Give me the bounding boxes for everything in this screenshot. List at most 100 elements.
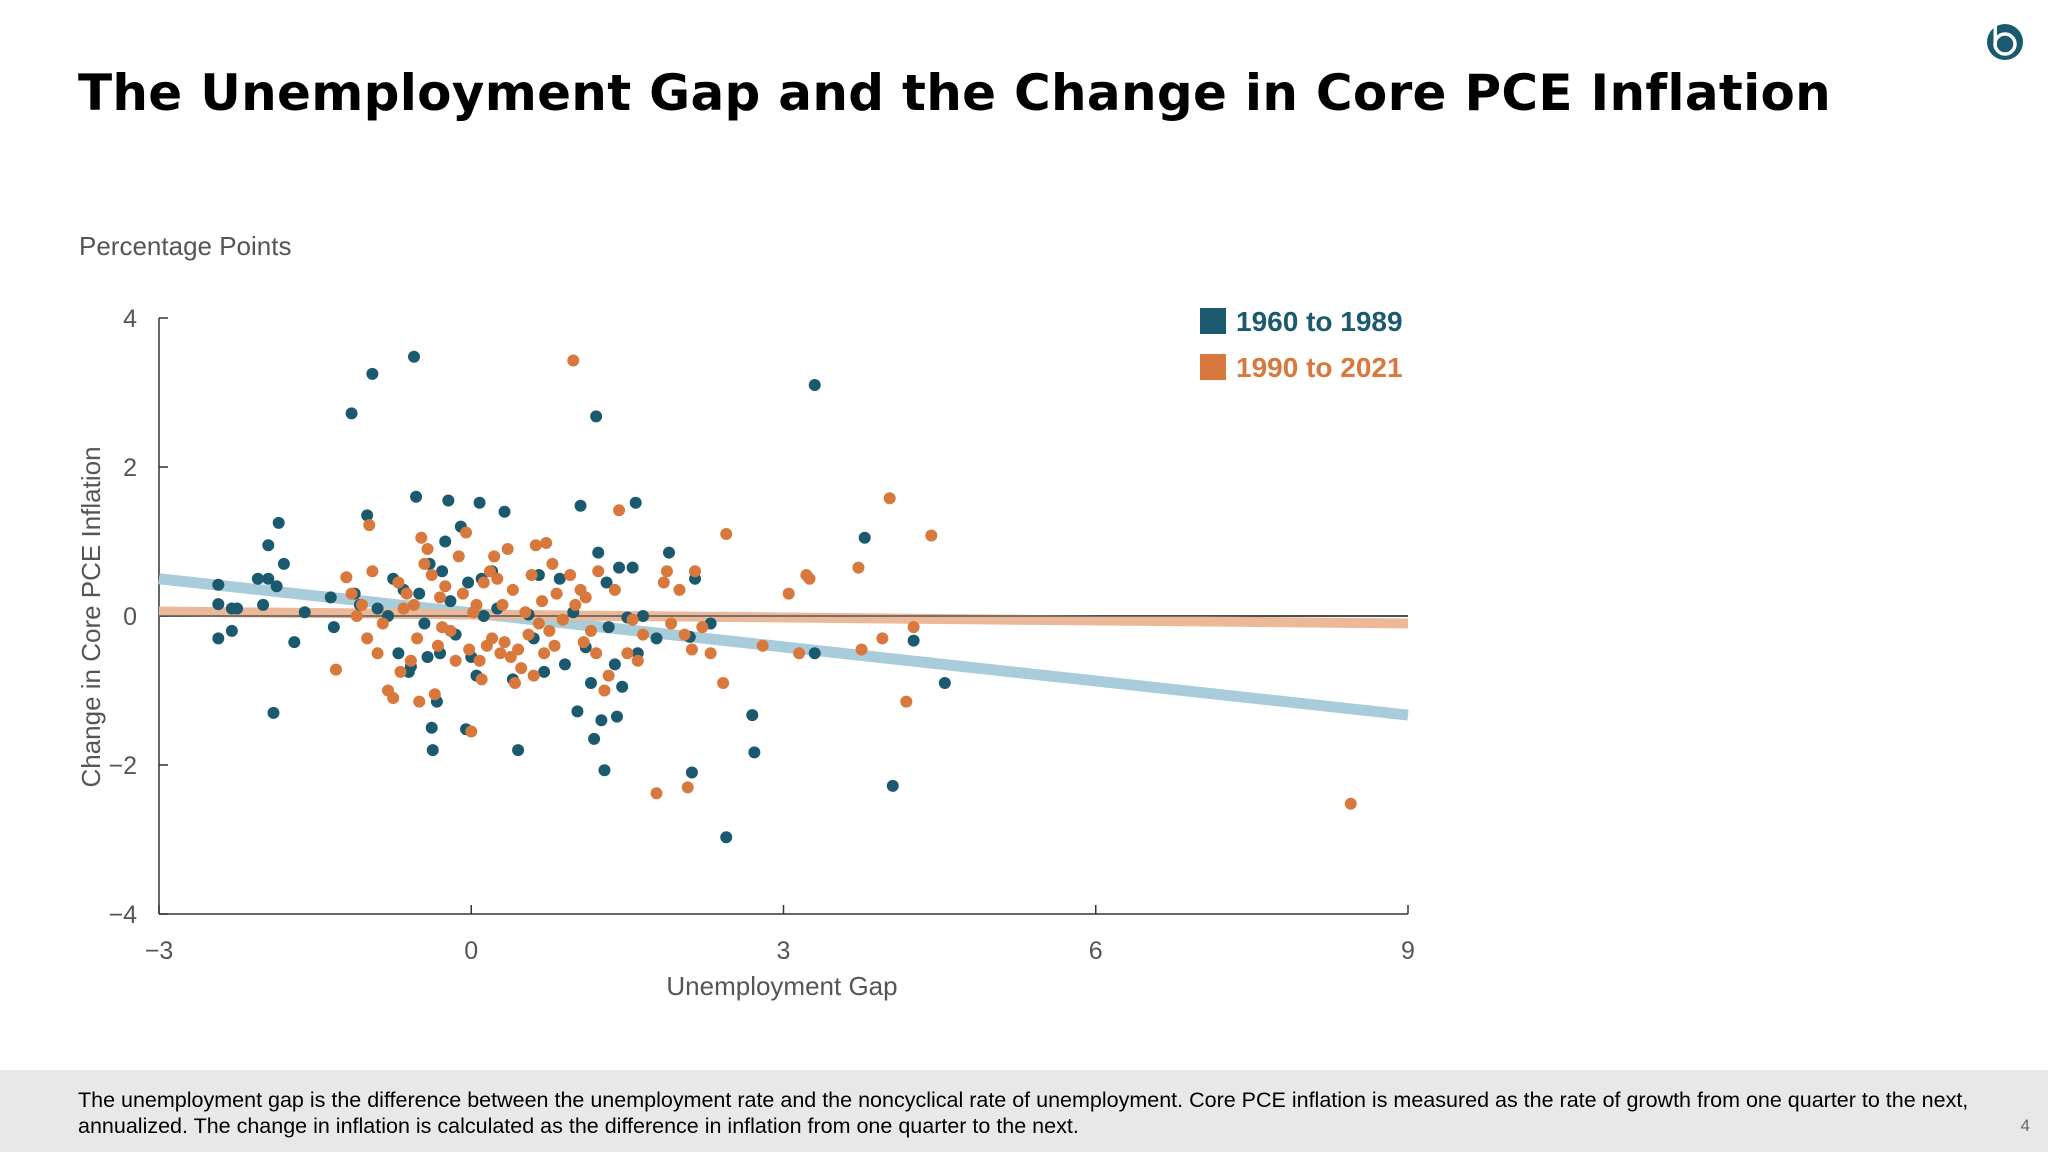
- data-point: [436, 565, 449, 578]
- y-tick-label: 4: [123, 305, 137, 333]
- footnote: The unemployment gap is the difference b…: [78, 1088, 1969, 1138]
- x-tick-label: 6: [1089, 937, 1103, 965]
- data-point: [501, 542, 514, 555]
- data-point: [439, 535, 452, 548]
- data-point: [564, 569, 577, 582]
- data-point: [408, 598, 421, 611]
- data-point: [477, 610, 490, 622]
- data-point: [529, 539, 542, 552]
- data-point: [527, 669, 540, 682]
- data-point: [421, 650, 434, 663]
- data-point: [488, 550, 501, 563]
- data-point: [508, 677, 521, 690]
- data-point: [415, 531, 428, 544]
- data-point: [685, 643, 698, 656]
- data-point: [855, 643, 868, 656]
- data-point: [392, 576, 405, 589]
- data-point: [329, 663, 342, 676]
- data-point: [876, 632, 889, 645]
- data-point: [504, 650, 517, 663]
- y-tick-label: −2: [108, 752, 137, 780]
- data-point: [411, 632, 424, 645]
- data-point: [361, 632, 374, 645]
- data-point: [361, 509, 374, 522]
- data-point: [592, 565, 605, 578]
- data-point: [442, 494, 455, 507]
- data-point: [793, 647, 806, 660]
- data-point: [540, 536, 553, 549]
- data-point: [657, 576, 670, 589]
- data-point: [231, 602, 244, 615]
- data-point: [660, 565, 673, 578]
- page-title: The Unemployment Gap and the Change in C…: [78, 64, 1832, 122]
- legend-label: 1960 to 1989: [1236, 306, 1403, 337]
- data-point: [608, 658, 621, 671]
- data-point: [413, 587, 426, 600]
- data-point: [225, 624, 238, 637]
- data-point: [748, 746, 761, 759]
- legend: 1960 to 1989 1990 to 2021: [1200, 306, 1403, 383]
- data-point: [532, 617, 545, 630]
- data-point: [608, 583, 621, 596]
- data-point: [288, 636, 301, 649]
- footer-bar: The unemployment gap is the difference b…: [0, 1070, 2048, 1152]
- data-point: [212, 632, 225, 645]
- data-point: [685, 766, 698, 779]
- data-point: [689, 565, 702, 578]
- data-point: [598, 764, 611, 777]
- units-label: Percentage Points: [79, 231, 291, 261]
- data-point: [886, 779, 899, 792]
- data-point: [425, 721, 438, 734]
- data-point: [506, 583, 519, 596]
- data-point: [590, 410, 603, 423]
- data-point: [1344, 797, 1357, 810]
- data-point: [421, 542, 434, 555]
- data-point: [465, 725, 478, 738]
- data-point: [251, 572, 264, 585]
- y-axis-label: Change in Core PCE Inflation: [76, 446, 106, 787]
- data-point: [425, 569, 438, 582]
- data-point: [431, 639, 444, 652]
- data-point: [613, 561, 626, 574]
- data-point: [387, 691, 400, 704]
- data-point: [595, 714, 608, 727]
- data-point: [584, 624, 597, 637]
- data-point: [553, 572, 566, 585]
- data-point: [486, 632, 499, 645]
- axes: −4 −2 0 2 4 −3 0 3 6 9: [108, 305, 1414, 965]
- data-point: [938, 677, 951, 690]
- data-point: [782, 587, 795, 600]
- data-point: [626, 561, 639, 574]
- data-point: [439, 580, 452, 593]
- data-point: [463, 643, 476, 656]
- data-point: [720, 528, 733, 541]
- data-point: [376, 617, 389, 630]
- data-point: [673, 583, 686, 596]
- data-point: [460, 526, 473, 539]
- data-point: [522, 628, 535, 641]
- data-point: [392, 647, 405, 660]
- data-point: [340, 571, 353, 584]
- data-point: [413, 695, 426, 708]
- data-point: [746, 709, 759, 722]
- data-point: [592, 546, 605, 559]
- data-point: [883, 492, 896, 505]
- data-point: [900, 695, 913, 708]
- data-point: [475, 673, 488, 686]
- data-point: [404, 654, 417, 667]
- x-tick-label: 9: [1401, 937, 1415, 965]
- data-point: [556, 613, 569, 626]
- data-point: [590, 647, 603, 660]
- data-point: [636, 628, 649, 641]
- data-point: [598, 684, 611, 697]
- data-point: [678, 628, 691, 641]
- data-point: [636, 610, 649, 622]
- data-point: [212, 598, 225, 611]
- data-point: [717, 677, 730, 690]
- data-point: [808, 647, 821, 660]
- data-point: [212, 578, 225, 591]
- data-point: [498, 505, 511, 518]
- data-point: [538, 647, 551, 660]
- data-point: [366, 367, 379, 380]
- data-point: [588, 732, 601, 745]
